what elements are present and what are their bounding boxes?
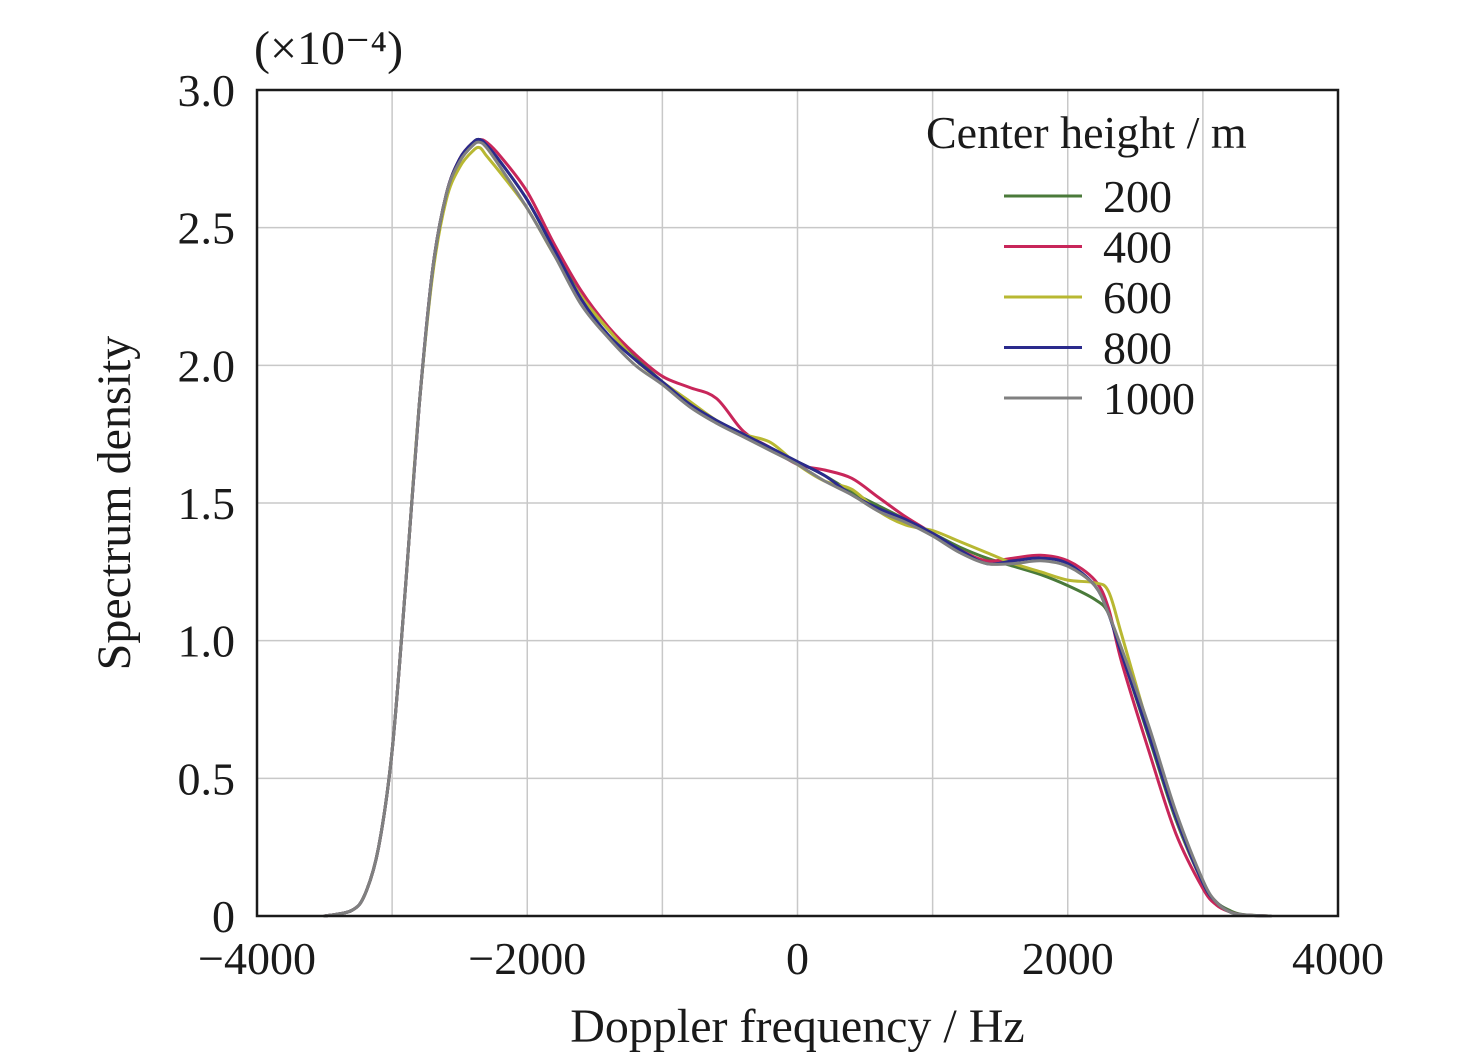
y-tick-label: 1.0 xyxy=(178,616,236,667)
plot-frame xyxy=(255,88,1340,918)
x-tick-label: 2000 xyxy=(1022,933,1114,984)
legend-label: 600 xyxy=(1103,272,1172,323)
y-tick-label: 3.0 xyxy=(178,65,236,116)
series-line-1000 xyxy=(323,140,1272,918)
y-tick-label: 2.0 xyxy=(178,340,236,391)
y-tick-label: 1.5 xyxy=(178,478,236,529)
y-tick-label: 0 xyxy=(212,891,235,942)
x-tick-label: −4000 xyxy=(198,933,316,984)
x-axis-title: Doppler frequency / Hz xyxy=(570,1000,1024,1053)
y-tick-label: 0.5 xyxy=(178,753,236,804)
legend-label: 800 xyxy=(1103,323,1172,374)
legend-label: 1000 xyxy=(1103,373,1195,424)
x-axis-ticks: −4000 −2000 0 2000 4000 xyxy=(198,933,1384,984)
grid xyxy=(257,90,1338,916)
y-axis-multiplier: (×10⁻⁴) xyxy=(254,22,403,75)
x-tick-label: 4000 xyxy=(1292,933,1384,984)
legend-title: Center height / m xyxy=(926,107,1247,158)
legend-label: 200 xyxy=(1103,171,1172,222)
x-tick-label: −2000 xyxy=(468,933,586,984)
y-axis-ticks: 0 0.5 1.0 1.5 2.0 2.5 3.0 xyxy=(178,65,236,942)
x-tick-label: 0 xyxy=(786,933,809,984)
series-layer xyxy=(323,137,1272,918)
y-tick-label: 2.5 xyxy=(178,203,236,254)
y-axis-title: Spectrum density xyxy=(88,336,141,671)
legend-label: 400 xyxy=(1103,222,1172,273)
